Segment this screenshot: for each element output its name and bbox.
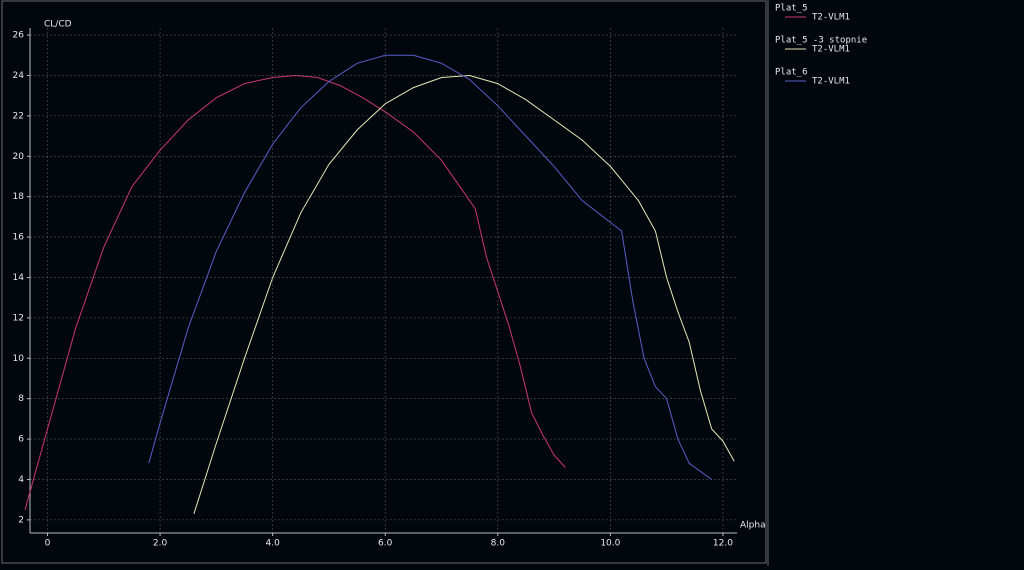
legend-name: Plat_5 -3 stopnie bbox=[775, 36, 867, 46]
x-tick-label: 12.0 bbox=[713, 539, 733, 549]
y-tick-label: 16 bbox=[13, 233, 25, 243]
legend-name: Plat_6 bbox=[775, 68, 808, 78]
x-tick-label: 4.0 bbox=[265, 539, 280, 549]
y-tick-label: 12 bbox=[13, 313, 24, 323]
x-tick-label: 0 bbox=[45, 539, 51, 549]
series-line bbox=[193, 74, 735, 514]
y-tick-label: 20 bbox=[13, 152, 25, 162]
y-tick-label: 4 bbox=[18, 475, 24, 485]
y-tick-label: 22 bbox=[13, 111, 24, 121]
y-tick-label: 26 bbox=[13, 31, 25, 41]
y-tick-label: 24 bbox=[13, 71, 25, 81]
y-tick-label: 10 bbox=[13, 354, 25, 364]
legend-analysis: T2-VLM1 bbox=[812, 45, 850, 55]
y-tick-label: 18 bbox=[13, 192, 25, 202]
legend-name: Plat_5 bbox=[775, 4, 808, 14]
legend-analysis: T2-VLM1 bbox=[812, 13, 850, 23]
x-tick-label: 6.0 bbox=[378, 539, 393, 549]
legend-analysis: T2-VLM1 bbox=[812, 77, 850, 87]
x-axis-label: Alpha bbox=[740, 521, 766, 531]
series-line bbox=[24, 74, 566, 510]
y-tick-label: 8 bbox=[18, 394, 24, 404]
y-tick-label: 14 bbox=[13, 273, 25, 283]
x-tick-label: 8.0 bbox=[491, 539, 506, 549]
y-axis-label: CL/CD bbox=[44, 20, 72, 30]
x-tick-label: 10.0 bbox=[600, 539, 620, 549]
y-tick-label: 2 bbox=[18, 515, 24, 525]
plot-frame bbox=[1, 0, 767, 564]
y-tick-label: 6 bbox=[18, 435, 24, 445]
series-line bbox=[148, 54, 712, 480]
x-tick-label: 2.0 bbox=[153, 539, 168, 549]
